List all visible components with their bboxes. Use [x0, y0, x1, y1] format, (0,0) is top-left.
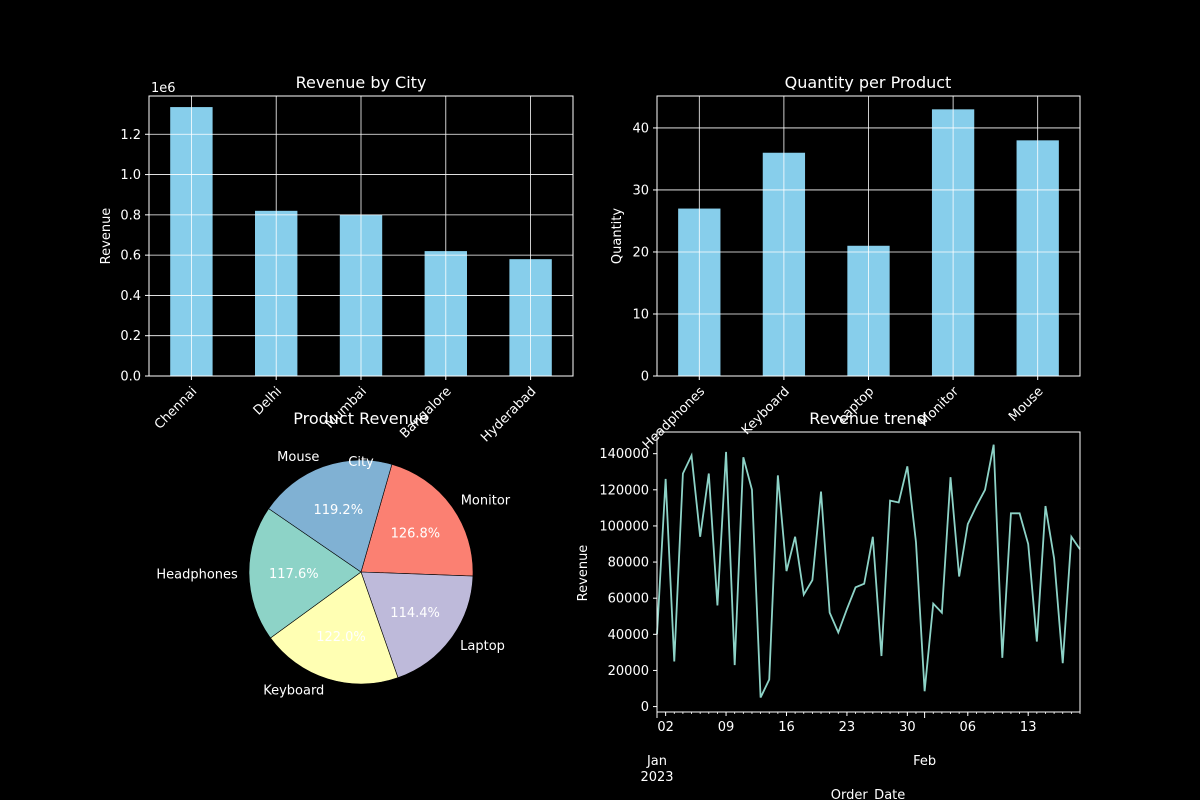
pie-slices	[248, 459, 474, 685]
pie-slice-headphones	[248, 508, 362, 639]
y-tick-label: 1.2	[120, 128, 141, 143]
x-tick-label: 30	[899, 720, 916, 735]
pie-labels: 126.8% Monitor 114.4% Laptop 122.0% Keyboard 1…	[156, 450, 510, 699]
y-tick-label: 40000	[608, 628, 649, 643]
x-major-label-month: Feb	[913, 754, 936, 769]
x-tick-label: Keyboard	[739, 384, 793, 438]
x-tick-label: Hyderabad	[478, 384, 539, 445]
chart-title: Revenue by City	[296, 73, 427, 92]
y-tick-label: 100000	[599, 519, 649, 534]
pie-category-label: Laptop	[460, 639, 505, 654]
pie-slice-keyboard	[270, 571, 399, 685]
x-tick-label: Delhi	[251, 384, 285, 418]
y-tick-label: 0.4	[120, 289, 141, 304]
y-tick-label: 140000	[599, 447, 649, 462]
y-tick-label: 30	[632, 183, 649, 198]
x-axis-label: Order_Date	[831, 788, 906, 800]
pie-pct-label: 119.2%	[313, 503, 363, 518]
y-tick-label: 0.8	[120, 208, 141, 223]
y-ticks: 0.0 0.2 0.4 0.6 0.8 1.0 1.2	[120, 128, 149, 385]
y-tick-label: 20000	[608, 664, 649, 679]
pie-slice-monitor	[360, 463, 474, 577]
y-ticks: 0 10 20 30 40	[632, 121, 657, 385]
y-ticks: 0 20000 40000 60000 80000 100000 120000 140000	[599, 447, 657, 715]
pie-pct-label: 126.8%	[391, 527, 441, 542]
x-major-label-year: 2023	[640, 770, 673, 785]
x-tick-label: Mouse	[1006, 384, 1046, 424]
revenue-by-city-chart: Revenue by City 0.0 0.2 0.4 0.6 0.8 1.0 1.2 Ch…	[99, 73, 574, 445]
revenue-trend-chart: Revenue trend 0 20000 40000 60000 80000 10000…	[576, 409, 1081, 800]
pie-pct-label: 122.0%	[316, 630, 366, 645]
y-tick-label: 0.0	[120, 370, 141, 385]
x-tick-label: Chennai	[152, 384, 200, 432]
x-tick-label: 13	[1020, 720, 1037, 735]
x-tick-label: 23	[839, 720, 856, 735]
y-tick-label: 1.0	[120, 168, 141, 183]
chart-title: Product Revenue	[293, 409, 429, 428]
line-series	[656, 444, 1081, 698]
chart-title: Revenue trend	[809, 409, 926, 428]
y-tick-label: 20	[632, 245, 649, 260]
y-axis-offset-label: 1e6	[151, 81, 176, 96]
revenue-line	[656, 444, 1081, 698]
x-tick-label: 06	[960, 720, 977, 735]
quantity-per-product-chart: Quantity per Product 0 10 20 30 40 Headphone…	[610, 73, 1081, 452]
x-tick-label: Headphones	[640, 384, 708, 452]
y-tick-label: 0	[641, 370, 649, 385]
product-revenue-pie-chart: 126.8% Monitor 114.4% Laptop 122.0% Keyboard 1…	[156, 409, 510, 699]
y-tick-label: 0	[641, 700, 649, 715]
pie-category-label: Headphones	[156, 568, 238, 583]
y-tick-label: 40	[632, 121, 649, 136]
y-tick-label: 10	[632, 307, 649, 322]
pie-category-label: Keyboard	[263, 684, 324, 699]
x-major-label-month: Jan	[646, 754, 667, 769]
pie-slice-mouse	[268, 459, 393, 573]
pie-category-label: Mouse	[277, 450, 319, 465]
pie-category-label: Monitor	[461, 494, 511, 509]
x-tick-label: 09	[718, 720, 735, 735]
y-tick-label: 60000	[608, 592, 649, 607]
y-axis-label: City	[348, 455, 374, 470]
axes-frame	[656, 431, 1081, 713]
y-tick-label: 120000	[599, 483, 649, 498]
pie-pct-label: 114.4%	[390, 606, 440, 621]
x-tick-label: 02	[657, 720, 674, 735]
y-tick-label: 80000	[608, 556, 649, 571]
y-axis-label: Quantity	[610, 208, 625, 264]
pie-pct-label: 117.6%	[269, 567, 319, 582]
gridlines	[149, 96, 573, 377]
y-axis-label: Revenue	[99, 208, 114, 265]
y-tick-label: 0.6	[120, 249, 141, 264]
chart-title: Quantity per Product	[785, 73, 952, 92]
y-axis-label: Revenue	[576, 545, 591, 602]
y-tick-label: 0.2	[120, 329, 141, 344]
x-tick-label: 16	[778, 720, 795, 735]
